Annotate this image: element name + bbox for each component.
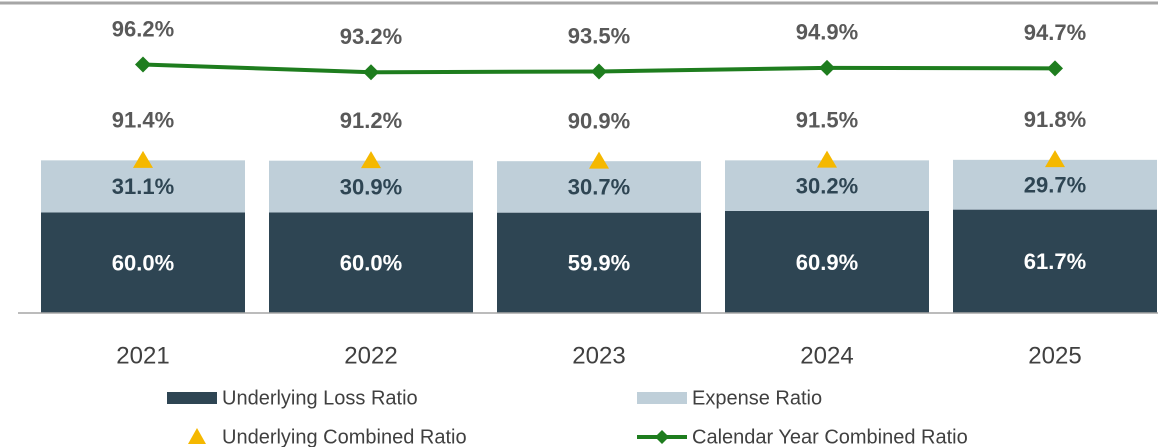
bar-segment [41,160,245,213]
marker-label: 91.2% [340,108,402,133]
triangle-marker [589,151,609,169]
bar-segment [41,212,245,313]
bar-segment [725,160,929,211]
marker-label: 91.5% [796,107,858,132]
bar-label: 29.7% [1024,173,1086,198]
bar-label: 31.1% [112,174,174,199]
bar-segment [497,161,701,213]
legend-swatch [637,392,687,404]
x-tick-label: 2022 [344,342,397,369]
bar-label: 30.7% [568,175,630,200]
bar-label: 60.0% [112,251,174,276]
bar-label: 60.9% [796,250,858,275]
legend-label: Underlying Combined Ratio [222,426,467,447]
triangle-marker [1045,150,1065,168]
bar-segment [497,212,701,313]
legend-swatch [167,392,217,404]
x-tick-label: 2025 [1028,342,1081,369]
bar-label: 61.7% [1024,249,1086,274]
triangle-marker [361,151,381,169]
bar-segment [953,209,1157,313]
diamond-marker [1047,60,1063,77]
legend-swatch [655,430,669,444]
triangle-marker [817,150,837,168]
legend-label: Calendar Year Combined Ratio [692,426,968,447]
x-tick-label: 2024 [800,342,853,369]
marker-label: 91.8% [1024,107,1086,132]
bar-label: 30.9% [340,174,402,199]
legend-label: Expense Ratio [692,387,822,409]
legend-swatch [188,428,206,444]
line-label: 94.7% [1024,20,1086,45]
bar-segment [269,160,473,213]
line-label: 96.2% [112,16,174,41]
legend-label: Underlying Loss Ratio [222,387,418,409]
diamond-marker [135,56,151,73]
bar-segment [953,159,1157,210]
diamond-marker [591,63,607,80]
line-label: 93.5% [568,23,630,48]
bar-label: 59.9% [568,251,630,276]
bar-label: 60.0% [340,251,402,276]
diamond-marker [363,64,379,81]
diamond-marker [819,59,835,76]
triangle-marker [133,150,153,168]
x-tick-label: 2021 [116,342,169,369]
line-label: 93.2% [340,24,402,49]
bar-segment [269,212,473,313]
line-label: 94.9% [796,20,858,45]
bar-segment [725,210,929,313]
marker-label: 90.9% [568,108,630,133]
x-tick-label: 2023 [572,342,625,369]
marker-label: 91.4% [112,108,174,133]
bar-label: 30.2% [796,173,858,198]
